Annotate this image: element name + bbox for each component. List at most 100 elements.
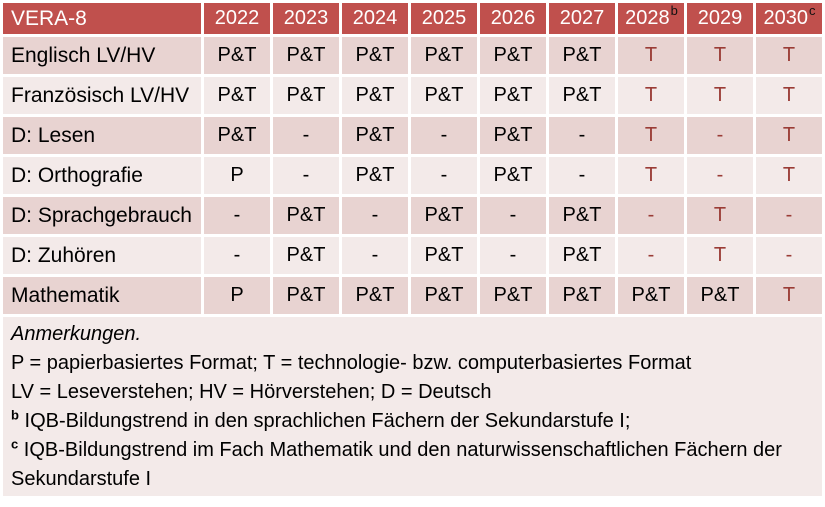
table-row: D: Zuhören - P&T - P&T - P&T - T - <box>3 237 822 274</box>
schedule-cell: T <box>756 77 822 114</box>
schedule-cell: P&T <box>480 37 546 74</box>
table-row: D: Lesen P&T - P&T - P&T - T - T <box>3 117 822 154</box>
schedule-cell: - <box>204 237 270 274</box>
year-header-2026: 2026 <box>480 3 546 34</box>
schedule-cell: T <box>687 77 753 114</box>
schedule-cell: - <box>549 157 615 194</box>
schedule-cell: P&T <box>480 117 546 154</box>
table-row: D: Sprachgebrauch - P&T - P&T - P&T - T - <box>3 197 822 234</box>
row-label: D: Lesen <box>3 117 201 154</box>
schedule-cell: - <box>204 197 270 234</box>
year-header-2027: 2027 <box>549 3 615 34</box>
year-header-2022: 2022 <box>204 3 270 34</box>
schedule-cell: P&T <box>204 117 270 154</box>
schedule-cell: P&T <box>411 197 477 234</box>
schedule-cell: P&T <box>411 37 477 74</box>
schedule-cell: T <box>618 117 684 154</box>
table-row: Französisch LV/HV P&T P&T P&T P&T P&T P&T T T T <box>3 77 822 114</box>
table-row: Englisch LV/HV P&T P&T P&T P&T P&T P&T T T T <box>3 37 822 74</box>
schedule-cell: T <box>618 157 684 194</box>
schedule-cell: P&T <box>273 197 339 234</box>
schedule-cell: P&T <box>480 77 546 114</box>
schedule-cell: T <box>618 77 684 114</box>
schedule-cell: T <box>687 237 753 274</box>
schedule-cell: P&T <box>549 77 615 114</box>
schedule-cell: T <box>756 37 822 74</box>
schedule-cell: P&T <box>411 237 477 274</box>
schedule-cell: - <box>480 237 546 274</box>
schedule-cell: P&T <box>480 277 546 314</box>
schedule-cell: P&T <box>549 197 615 234</box>
schedule-cell: T <box>756 157 822 194</box>
year-header-superscript: b <box>670 3 678 19</box>
footnote-c-text: IQB-Bildungstrend im Fach Mathematik und… <box>11 439 782 490</box>
schedule-cell: T <box>756 277 822 314</box>
schedule-cell: P&T <box>480 157 546 194</box>
vera8-schedule-table: VERA-8 2022 2023 2024 2025 2026 2027 2028b 2029 2… <box>3 3 822 314</box>
footnote-c-marker: c <box>11 436 19 452</box>
schedule-cell: P&T <box>273 237 339 274</box>
schedule-cell: P&T <box>549 237 615 274</box>
schedule-cell: - <box>342 237 408 274</box>
schedule-cell: P&T <box>687 277 753 314</box>
year-header-2023: 2023 <box>273 3 339 34</box>
table-row: D: Orthografie P - P&T - P&T - T - T <box>3 157 822 194</box>
year-header-superscript: c <box>809 3 816 19</box>
schedule-cell: P&T <box>342 277 408 314</box>
schedule-cell: - <box>618 237 684 274</box>
schedule-cell: P&T <box>549 37 615 74</box>
table-row: Mathematik P P&T P&T P&T P&T P&T P&T P&T T <box>3 277 822 314</box>
note-footnote-c: c IQB-Bildungstrend im Fach Mathematik u… <box>11 436 814 494</box>
row-label: D: Zuhören <box>3 237 201 274</box>
schedule-cell: - <box>618 197 684 234</box>
row-label: D: Orthografie <box>3 157 201 194</box>
schedule-cell: - <box>687 157 753 194</box>
schedule-cell: P&T <box>204 77 270 114</box>
notes-heading: Anmerkungen. <box>11 323 142 345</box>
table-header-row: VERA-8 2022 2023 2024 2025 2026 2027 2028b 2029 2… <box>3 3 822 34</box>
schedule-cell: P&T <box>273 37 339 74</box>
row-label: Französisch LV/HV <box>3 77 201 114</box>
schedule-cell: - <box>273 157 339 194</box>
year-header-2030: 2030c <box>756 3 822 34</box>
footnote-b-marker: b <box>11 407 19 423</box>
schedule-cell: - <box>273 117 339 154</box>
note-footnote-b: b IQB-Bildungstrend in den sprachlichen … <box>11 407 814 436</box>
schedule-cell: T <box>618 37 684 74</box>
schedule-cell: P&T <box>204 37 270 74</box>
schedule-cell: - <box>411 157 477 194</box>
year-header-2029: 2029 <box>687 3 753 34</box>
schedule-cell: - <box>480 197 546 234</box>
schedule-cell: P&T <box>411 77 477 114</box>
footnote-b-text: IQB-Bildungstrend in den sprachlichen Fä… <box>24 410 631 432</box>
schedule-cell: P <box>204 157 270 194</box>
row-label: Englisch LV/HV <box>3 37 201 74</box>
table-notes: Anmerkungen. P = papierbasiertes Format;… <box>3 317 822 496</box>
schedule-cell: - <box>411 117 477 154</box>
schedule-cell: P&T <box>342 77 408 114</box>
schedule-cell: P&T <box>342 157 408 194</box>
schedule-cell: T <box>687 37 753 74</box>
row-label: D: Sprachgebrauch <box>3 197 201 234</box>
schedule-cell: P&T <box>342 37 408 74</box>
schedule-cell: - <box>756 197 822 234</box>
row-label: Mathematik <box>3 277 201 314</box>
schedule-cell: P&T <box>411 277 477 314</box>
schedule-cell: T <box>756 117 822 154</box>
note-abbreviation-legend: LV = Leseverstehen; HV = Hörverstehen; D… <box>11 381 492 403</box>
schedule-cell: - <box>687 117 753 154</box>
schedule-cell: T <box>687 197 753 234</box>
schedule-cell: - <box>342 197 408 234</box>
year-header-2028: 2028b <box>618 3 684 34</box>
schedule-cell: - <box>549 117 615 154</box>
schedule-cell: P&T <box>342 117 408 154</box>
year-header-2024: 2024 <box>342 3 408 34</box>
year-header-2025: 2025 <box>411 3 477 34</box>
schedule-cell: P <box>204 277 270 314</box>
schedule-cell: P&T <box>273 77 339 114</box>
schedule-cell: - <box>756 237 822 274</box>
schedule-cell: P&T <box>273 277 339 314</box>
note-format-legend: P = papierbasiertes Format; T = technolo… <box>11 352 692 374</box>
schedule-cell: P&T <box>618 277 684 314</box>
